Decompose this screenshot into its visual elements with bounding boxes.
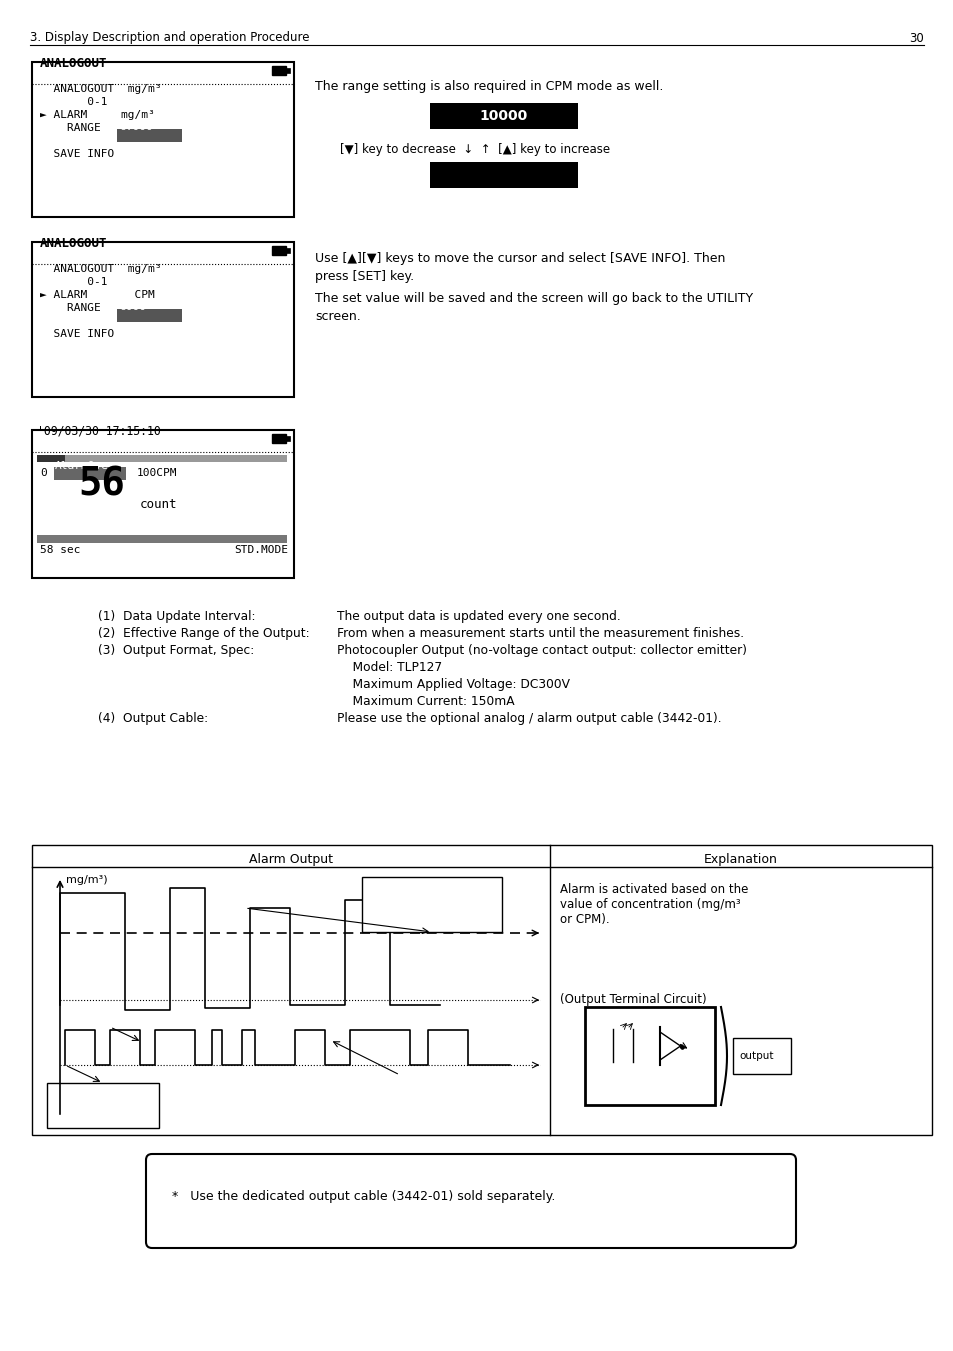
Text: ANALOGOUT: ANALOGOUT	[40, 236, 108, 250]
Text: Please use the optional analog / alarm output cable (3442-01).: Please use the optional analog / alarm o…	[336, 712, 720, 725]
Text: The range setting is also required in CPM mode as well.: The range setting is also required in CP…	[314, 80, 662, 93]
Text: Explanation: Explanation	[703, 852, 777, 866]
Text: [▼] key to decrease  ↓  ↑  [▲] key to increase: [▼] key to decrease ↓ ↑ [▲] key to incre…	[339, 143, 610, 155]
Text: AlarmOver: AlarmOver	[55, 461, 115, 471]
Text: STD.MODE: STD.MODE	[233, 544, 288, 555]
Text: 6000: 6000	[119, 303, 146, 312]
Bar	[37, 455, 287, 462]
Text: 56: 56	[78, 465, 125, 503]
Text: count: count	[140, 499, 177, 511]
Bar	[732, 1038, 790, 1074]
Text: 30: 30	[908, 31, 923, 45]
Text: ► ALARM       CPM: ► ALARM CPM	[40, 290, 154, 300]
Text: RANGE: RANGE	[40, 123, 101, 132]
Bar	[272, 434, 286, 443]
Text: 100CPM: 100CPM	[137, 467, 177, 478]
Text: Model: TLP127: Model: TLP127	[336, 661, 441, 674]
Text: ► ALARM     mg/m³: ► ALARM mg/m³	[40, 109, 154, 120]
Text: (4)  Output Cable:: (4) Output Cable:	[98, 712, 208, 725]
Bar	[430, 103, 578, 128]
Bar	[361, 877, 501, 932]
Text: Alarm Output: Alarm Output	[249, 852, 333, 866]
Bar	[32, 844, 931, 1135]
Text: Maximum Current: 150mA: Maximum Current: 150mA	[336, 694, 514, 708]
Bar	[37, 455, 65, 462]
FancyBboxPatch shape	[146, 1154, 795, 1248]
Text: ANALOGOUT  mg/m³: ANALOGOUT mg/m³	[40, 263, 161, 274]
Text: Alarm is activated based on the
value of concentration (mg/m³
or CPM).: Alarm is activated based on the value of…	[559, 884, 747, 925]
Bar	[117, 309, 182, 322]
Text: Use [▲][▼] keys to move the cursor and select [SAVE INFO]. Then: Use [▲][▼] keys to move the cursor and s…	[314, 253, 724, 265]
Text: 0-1: 0-1	[40, 277, 108, 286]
Text: 0-1: 0-1	[40, 97, 108, 107]
Text: screen.: screen.	[314, 309, 360, 323]
Bar	[47, 1084, 159, 1128]
Bar	[37, 535, 287, 543]
Text: 6.000: 6.000	[119, 122, 152, 132]
Text: (3)  Output Format, Spec:: (3) Output Format, Spec:	[98, 644, 254, 657]
Text: mg/m³): mg/m³)	[66, 875, 108, 885]
Bar	[286, 436, 290, 440]
Text: (2)  Effective Range of the Output:: (2) Effective Range of the Output:	[98, 627, 310, 640]
Bar	[54, 467, 126, 480]
Text: The output data is updated every one second.: The output data is updated every one sec…	[336, 611, 620, 623]
Text: Photocoupler Output (no-voltage contact output: collector emitter): Photocoupler Output (no-voltage contact …	[336, 644, 746, 657]
Text: Maximum Applied Voltage: DC300V: Maximum Applied Voltage: DC300V	[336, 678, 569, 690]
Text: '09/03/30 17:15:10: '09/03/30 17:15:10	[37, 426, 161, 438]
Text: RANGE: RANGE	[40, 303, 101, 313]
Text: 58 sec: 58 sec	[40, 544, 80, 555]
Text: press [SET] key.: press [SET] key.	[314, 270, 414, 282]
Text: From when a measurement starts until the measurement finishes.: From when a measurement starts until the…	[336, 627, 743, 640]
Text: The set value will be saved and the screen will go back to the UTILITY: The set value will be saved and the scre…	[314, 292, 752, 305]
Text: 10000: 10000	[479, 109, 528, 123]
Text: (Output Terminal Circuit): (Output Terminal Circuit)	[559, 993, 706, 1006]
Text: ANALOGOUT  mg/m³: ANALOGOUT mg/m³	[40, 84, 161, 95]
Bar	[286, 249, 290, 253]
Bar	[32, 430, 294, 578]
Bar	[272, 246, 286, 255]
Text: 3. Display Description and operation Procedure: 3. Display Description and operation Pro…	[30, 31, 309, 45]
Text: *   Use the dedicated output cable (3442-01) sold separately.: * Use the dedicated output cable (3442-0…	[172, 1190, 555, 1202]
Text: 0: 0	[40, 467, 47, 478]
Bar	[286, 68, 290, 73]
Bar	[430, 162, 578, 188]
Text: ANALOGOUT: ANALOGOUT	[40, 57, 108, 70]
Bar	[32, 62, 294, 218]
Text: output: output	[739, 1051, 773, 1061]
Bar	[272, 66, 286, 76]
Bar	[32, 242, 294, 397]
Bar	[117, 128, 182, 142]
Text: SAVE INFO: SAVE INFO	[40, 330, 114, 339]
Text: (1)  Data Update Interval:: (1) Data Update Interval:	[98, 611, 255, 623]
Bar	[584, 1006, 714, 1105]
Text: SAVE INFO: SAVE INFO	[40, 149, 114, 159]
